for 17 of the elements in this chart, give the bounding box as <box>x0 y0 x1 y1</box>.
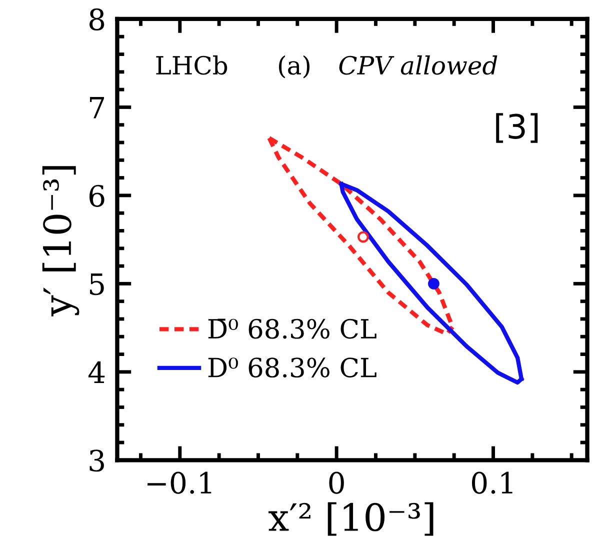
x-tick-label: 0.1 <box>472 472 512 494</box>
legend-label: D̄⁰ 68.3% CL <box>208 318 376 339</box>
annotation: (a) <box>279 55 310 78</box>
legend-label: D⁰ 68.3% CL <box>208 358 376 378</box>
annotation: [3] <box>496 113 538 143</box>
x-tick-label: 0 <box>329 472 344 494</box>
y-tick-label: 3 <box>90 450 104 472</box>
x-tick-label: −0.1 <box>148 472 212 494</box>
y-tick-label: 7 <box>90 97 104 118</box>
y-tick-label: 6 <box>89 184 104 207</box>
annotation: LHCb <box>156 55 228 75</box>
y-tick-label: 5 <box>90 274 104 296</box>
y-tick-label: 4 <box>88 361 105 383</box>
annotation: CPV allowed <box>339 55 498 75</box>
y-tick-label: 8 <box>89 8 104 30</box>
y-axis-title: y′ [10⁻³] <box>42 166 80 316</box>
x-axis-title: x′² [10⁻³] <box>268 502 434 536</box>
